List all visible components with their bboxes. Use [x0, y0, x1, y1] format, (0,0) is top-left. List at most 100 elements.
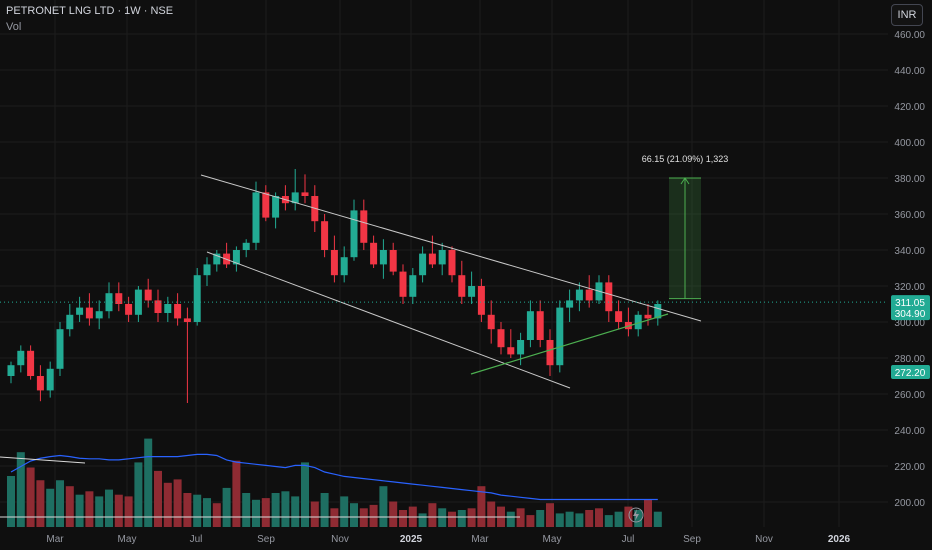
candle-body: [615, 311, 623, 322]
volume-bar: [467, 508, 476, 527]
volume-bar: [418, 513, 427, 527]
volume-bar: [124, 496, 133, 527]
candle-body: [644, 314, 652, 319]
candle-body: [193, 275, 201, 322]
price-tick-label: 380.00: [894, 174, 925, 185]
candle-body: [144, 289, 152, 301]
candle-body: [517, 340, 525, 355]
candle-body: [7, 365, 15, 376]
measure-arrowhead: [680, 177, 690, 185]
lightning-icon-bolt: [633, 509, 639, 521]
volume-bar: [585, 510, 594, 527]
candle-body: [575, 289, 583, 301]
volume-bar: [340, 496, 349, 527]
candle-body: [350, 210, 358, 258]
volume-bar: [634, 510, 643, 527]
time-tick-label: Nov: [755, 534, 773, 545]
candle-body: [409, 275, 417, 297]
volume-bar: [595, 508, 603, 527]
volume-bar: [193, 494, 202, 527]
volume-bar: [46, 488, 55, 527]
volume-bar: [154, 470, 162, 527]
volume-bar: [369, 504, 378, 527]
candle-body: [252, 192, 260, 243]
volume-bar: [350, 503, 358, 527]
price-tick-label: 340.00: [894, 246, 925, 257]
volume-bar: [281, 491, 290, 527]
volume-bar: [261, 498, 270, 527]
candle-body: [76, 307, 84, 315]
candle-body: [36, 376, 44, 391]
candle-body: [370, 242, 378, 265]
price-tick-label: 200.00: [894, 498, 925, 509]
candle-body: [154, 300, 162, 313]
price-badge-label: 304.90: [895, 309, 926, 320]
volume-bar: [604, 515, 613, 527]
volume-bar: [506, 511, 515, 527]
volume-bar: [173, 479, 182, 527]
time-tick-label: Jul: [622, 534, 635, 545]
candle-body: [477, 286, 485, 315]
candle-body: [27, 350, 35, 376]
price-badge-label: 272.20: [895, 368, 926, 379]
volume-bar: [271, 493, 280, 527]
time-tick-label: Nov: [331, 534, 349, 545]
candle-body: [17, 350, 25, 366]
volume-bar: [114, 494, 123, 527]
volume-bar: [614, 511, 623, 527]
candle-body: [585, 289, 593, 301]
price-tick-label: 240.00: [894, 426, 925, 437]
candle-body: [66, 314, 74, 330]
volume-bar: [565, 511, 574, 527]
price-tick-label: 280.00: [894, 354, 925, 365]
candle-body: [487, 314, 495, 330]
volume-bar: [252, 499, 260, 527]
candle-body: [438, 250, 446, 265]
price-tick-label: 320.00: [894, 282, 925, 293]
volume-bar: [105, 489, 113, 527]
candle-body: [389, 250, 397, 272]
volume-bar: [95, 496, 104, 527]
volume-bar: [320, 493, 329, 527]
volume-bar: [144, 438, 153, 527]
volume-bar: [203, 498, 211, 527]
volume-bar: [85, 491, 94, 527]
time-tick-label: Sep: [257, 534, 275, 545]
price-tick-label: 300.00: [894, 318, 925, 329]
price-tick-label: 360.00: [894, 210, 925, 221]
volume-bar: [546, 503, 554, 527]
volume-bar: [389, 501, 398, 527]
volume-bar: [163, 482, 172, 527]
price-tick-label: 440.00: [894, 66, 925, 77]
volume-bar: [644, 499, 652, 527]
volume-bar: [183, 493, 192, 527]
candle-body: [56, 329, 64, 369]
candle-body: [213, 253, 221, 265]
candle-body: [330, 250, 338, 276]
volume-bar: [232, 460, 241, 527]
volume-bar: [16, 452, 25, 527]
volume-bar: [7, 476, 15, 527]
candle-body: [546, 340, 554, 366]
candle-body: [379, 250, 387, 265]
currency-button[interactable]: INR: [891, 4, 923, 26]
candle-body: [566, 300, 574, 308]
candle-body: [399, 271, 407, 297]
candle-body: [654, 304, 662, 319]
volume-bar: [399, 510, 407, 527]
volume-bar: [26, 467, 35, 527]
candle-body: [242, 242, 250, 250]
volume-bar: [36, 480, 45, 527]
candle-body: [526, 311, 534, 340]
volume-bar: [536, 510, 545, 527]
volume-bar: [438, 508, 447, 527]
candle-body: [321, 221, 329, 250]
volume-bar: [359, 508, 368, 527]
candle-body: [46, 368, 54, 391]
candle-body: [340, 257, 348, 276]
volume-bar: [242, 493, 251, 527]
volume-bar: [310, 501, 319, 527]
volume-bar: [477, 486, 486, 527]
price-badge-label: 311.05: [895, 298, 925, 309]
